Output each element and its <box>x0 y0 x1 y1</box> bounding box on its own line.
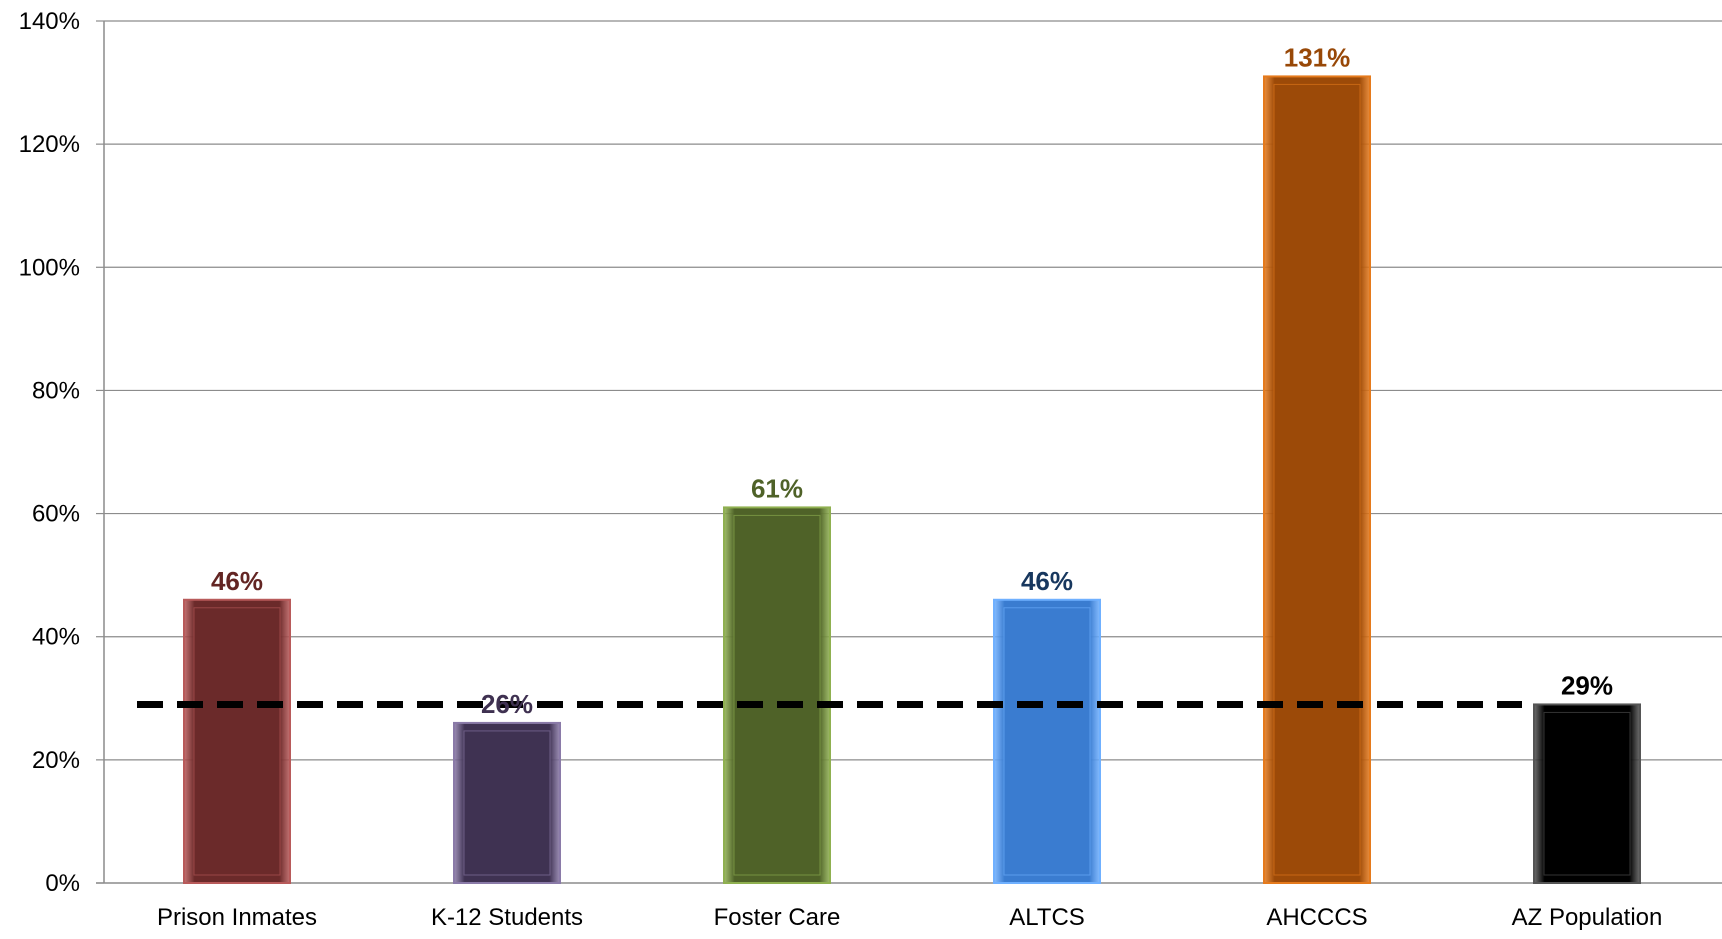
data-label: 29% <box>1561 670 1613 700</box>
bar-0 <box>183 598 291 884</box>
bar-inner-bevel <box>193 607 281 876</box>
bar-1 <box>453 721 561 885</box>
bar-inner-bevel <box>1273 83 1361 876</box>
x-category-label: AZ Population <box>1512 904 1663 931</box>
bar-inner-bevel <box>463 730 551 876</box>
x-axis-categories: Prison Inmates K-12 Students Foster Care AL… <box>157 904 1662 931</box>
data-labels: 46% 26% 61% 46% 131% 29% <box>211 42 1613 719</box>
bars <box>183 75 1641 885</box>
bar-inner-bevel <box>733 514 821 876</box>
y-tick-label: 80% <box>32 377 80 404</box>
data-label: 131% <box>1284 42 1351 72</box>
data-label: 46% <box>211 566 263 596</box>
x-category-label: AHCCCS <box>1266 904 1367 931</box>
bar-inner-bevel <box>1543 711 1631 876</box>
bar-inner-bevel <box>1003 607 1091 876</box>
x-category-label: ALTCS <box>1009 904 1085 931</box>
bar-2 <box>723 506 831 884</box>
bar-5 <box>1533 703 1641 885</box>
x-category-label: Foster Care <box>714 904 841 931</box>
data-label: 61% <box>751 473 803 503</box>
gridlines <box>104 20 1722 761</box>
y-tick-label: 60% <box>32 501 80 528</box>
y-tick-label: 120% <box>19 131 80 158</box>
y-tick-label: 20% <box>32 747 80 774</box>
x-category-label: K-12 Students <box>431 904 583 931</box>
bar-3 <box>993 598 1101 884</box>
y-axis-ticks: 0% 20% 40% 60% 80% 100% 120% 140% <box>19 8 80 897</box>
data-label: 26% <box>481 689 533 719</box>
data-label: 46% <box>1021 566 1073 596</box>
bar-4 <box>1263 75 1371 884</box>
y-tick-label: 40% <box>32 624 80 651</box>
y-tick-label: 0% <box>45 870 80 897</box>
y-tick-label: 100% <box>19 254 80 281</box>
x-category-label: Prison Inmates <box>157 904 317 931</box>
axes <box>96 20 1722 884</box>
y-tick-label: 140% <box>19 8 80 35</box>
